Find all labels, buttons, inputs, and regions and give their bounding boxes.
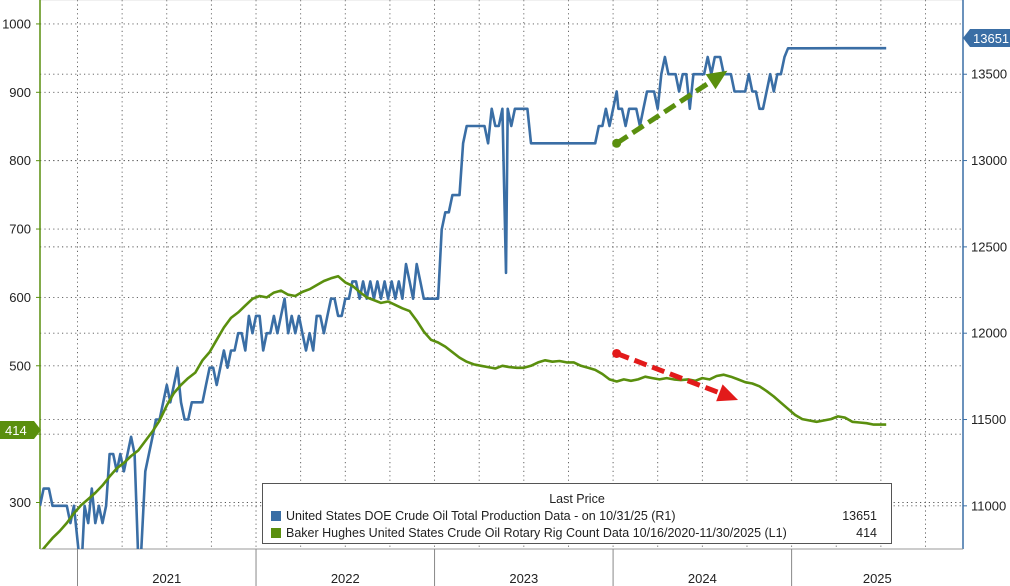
legend-value-rig-count: 414 [856, 526, 877, 540]
legend-swatch-rig-count [271, 528, 281, 538]
legend-title: Last Price [549, 492, 605, 506]
right-tick-label: 13000 [971, 153, 1007, 168]
right-tick-label: 12500 [971, 239, 1007, 254]
trend-arrow-shaft-0 [615, 79, 712, 146]
left-tick-label: 500 [9, 358, 31, 373]
left-last-value-flag [0, 421, 41, 439]
right-tick-label: 13500 [971, 67, 1007, 82]
legend-row-production: United States DOE Crude Oil Total Produc… [271, 508, 877, 524]
trend-arrow-head-1 [716, 384, 739, 402]
annotation-layer [612, 70, 739, 402]
x-tick-label: 2025 [863, 571, 892, 586]
left-last-value-tag: 414 [0, 421, 41, 439]
x-tick-label: 2024 [688, 571, 717, 586]
right-tick-label: 11500 [971, 412, 1006, 427]
legend: Last Price United States DOE Crude Oil T… [262, 483, 892, 544]
series-line-rig-count [41, 274, 887, 549]
x-tick-label: 2022 [331, 571, 360, 586]
right-last-value-flag [963, 29, 1010, 47]
trend-arrow-head-0 [705, 70, 728, 90]
left-last-value-text: 414 [5, 423, 27, 438]
grid-lines [40, 0, 963, 549]
plot-frame [39, 0, 964, 550]
left-tick-label: 600 [9, 290, 31, 305]
left-tick-label: 1000 [2, 16, 31, 31]
right-last-value-tag: 13651 [963, 29, 1010, 47]
right-tick-label: 11000 [971, 498, 1006, 513]
legend-label-production: United States DOE Crude Oil Total Produc… [286, 509, 676, 523]
left-tick-label: 700 [9, 222, 31, 237]
tick-layer: 3004005006007008009001000110001150012000… [2, 16, 1007, 586]
legend-label-rig-count: Baker Hughes United States Crude Oil Rot… [286, 526, 787, 540]
x-tick-label: 2023 [509, 571, 538, 586]
trend-arrow-origin-1 [612, 348, 622, 358]
legend-value-production: 13651 [842, 509, 877, 523]
left-tick-label: 300 [9, 495, 31, 510]
trend-arrow-origin-0 [612, 138, 622, 148]
legend-swatch-production [271, 511, 281, 521]
left-tick-label: 800 [9, 153, 31, 168]
legend-row-rig-count: Baker Hughes United States Crude Oil Rot… [271, 525, 877, 541]
left-tick-label: 900 [9, 85, 31, 100]
series-layer [40, 46, 887, 549]
right-tick-label: 12000 [971, 326, 1007, 341]
trend-arrow-shaft-1 [615, 351, 721, 396]
right-last-value-text: 13651 [973, 31, 1009, 46]
x-tick-label: 2021 [152, 571, 181, 586]
